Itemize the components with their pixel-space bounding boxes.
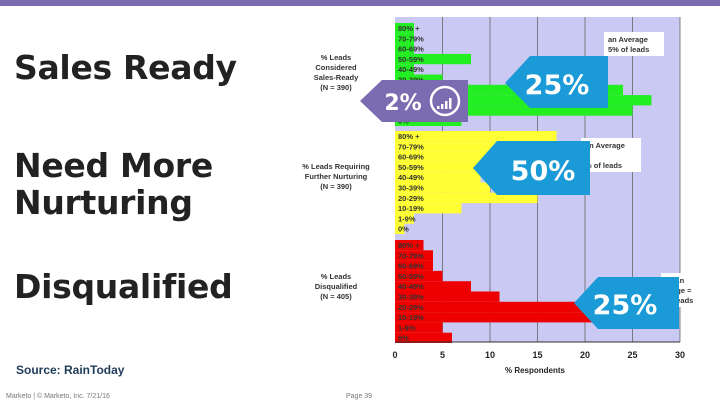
category-label: 10-19% (398, 313, 424, 322)
mean-note-text: an Average (585, 141, 625, 150)
callout-arrow (574, 277, 679, 329)
callout-arrow (473, 141, 590, 195)
callout-value: 25% (525, 70, 590, 101)
x-tick-label: 5 (440, 350, 445, 360)
footer-page-number: Page 39 (346, 393, 373, 400)
bar (395, 105, 633, 116)
callout-value: 50% (511, 156, 576, 187)
group-label: Disqualified (315, 282, 358, 291)
category-label: 20-29% (398, 303, 424, 312)
bar (395, 322, 443, 333)
chart-icon-bar (449, 98, 452, 109)
label-sales-ready: Sales Ready (14, 48, 237, 87)
top-accent-bar (0, 0, 720, 6)
bar (395, 301, 585, 313)
callout-arrow (505, 56, 608, 108)
bar (395, 203, 462, 214)
bar (395, 141, 538, 152)
bar (395, 213, 414, 224)
group-label: (N = 390) (320, 83, 352, 92)
group-label: Further Nurturing (305, 172, 368, 181)
x-axis-title: % Respondents (505, 366, 566, 375)
category-label: 40-49% (398, 173, 424, 182)
category-label: 10-19% (398, 204, 424, 213)
category-label: 80% + (398, 24, 420, 33)
group-label: % Leads Requiring (302, 162, 370, 171)
category-label: 40-49% (398, 65, 424, 74)
bar (395, 192, 538, 204)
chart-icon-bar (437, 106, 440, 109)
bar (395, 281, 471, 292)
bar (395, 250, 433, 261)
bar (395, 53, 471, 65)
label-need-more-nurturing: Need More Nurturing (14, 146, 213, 222)
bar (395, 43, 414, 54)
category-label: 50-59% (398, 163, 424, 172)
bar (395, 84, 623, 96)
bar (395, 33, 414, 44)
category-label: 70-79% (398, 251, 424, 260)
mean-note-box (604, 32, 664, 56)
callout-value: 25% (593, 290, 658, 321)
bar (395, 131, 557, 142)
x-tick-label: 10 (485, 350, 495, 360)
group-label: Considered (315, 63, 357, 72)
mean-note-box (581, 138, 641, 172)
bar (395, 260, 433, 271)
chart-icon-bar (445, 101, 448, 109)
mean-note-text: 5% of leads (608, 45, 649, 54)
group-label: Sales-Ready (314, 73, 359, 82)
category-label: 20-29% (398, 194, 424, 203)
bar (395, 312, 623, 323)
callout-value: 2% (384, 91, 421, 116)
source-note: Source: RainToday (16, 363, 125, 377)
bar (395, 151, 509, 162)
bar (395, 332, 452, 343)
category-label: 0% (398, 225, 409, 234)
bar (395, 64, 414, 75)
category-label: 70-79% (398, 142, 424, 151)
category-label: 40-49% (398, 282, 424, 291)
bar (395, 182, 490, 193)
category-label: 80% + (398, 241, 420, 250)
group-label: % Leads (321, 53, 351, 62)
category-label: 1-9% (398, 214, 416, 223)
category-label: 30-39% (398, 293, 424, 302)
mean-note-text: of leads (665, 296, 693, 305)
group-label: % Leads (321, 272, 351, 281)
category-label: 0% (398, 334, 409, 343)
callout-arrow (360, 80, 468, 122)
group-label: (N = 390) (320, 182, 352, 191)
chart-icon-bar (441, 104, 444, 109)
bar (395, 240, 424, 251)
x-tick-label: 0 (392, 350, 397, 360)
bar (395, 270, 443, 282)
category-label: 30-39% (398, 184, 424, 193)
chart-icon (429, 85, 461, 117)
category-label: 1-9% (398, 323, 416, 332)
x-tick-label: 15 (532, 350, 542, 360)
bar (395, 172, 481, 183)
label-disqualified: Disqualified (14, 267, 233, 306)
category-label: 50-59% (398, 55, 424, 64)
bar (395, 161, 490, 173)
category-label: 60-69% (398, 45, 424, 54)
bar (395, 74, 443, 85)
x-tick-label: 30 (675, 350, 685, 360)
category-label: 80% + (398, 132, 420, 141)
x-tick-label: 25 (627, 350, 637, 360)
footer-copyright: Marketo | © Marketo, Inc. 7/21/16 (6, 393, 110, 400)
category-label: 60-69% (398, 262, 424, 271)
category-label: 60-69% (398, 153, 424, 162)
mean-note-text: an Average (608, 35, 648, 44)
category-label: 50-59% (398, 272, 424, 281)
group-label: (N = 405) (320, 292, 352, 301)
bar (395, 223, 405, 234)
mean-note-text: % of leads (585, 161, 622, 170)
bar (395, 23, 414, 34)
bar (395, 291, 500, 302)
x-tick-label: 20 (580, 350, 590, 360)
category-label: 70-79% (398, 34, 424, 43)
